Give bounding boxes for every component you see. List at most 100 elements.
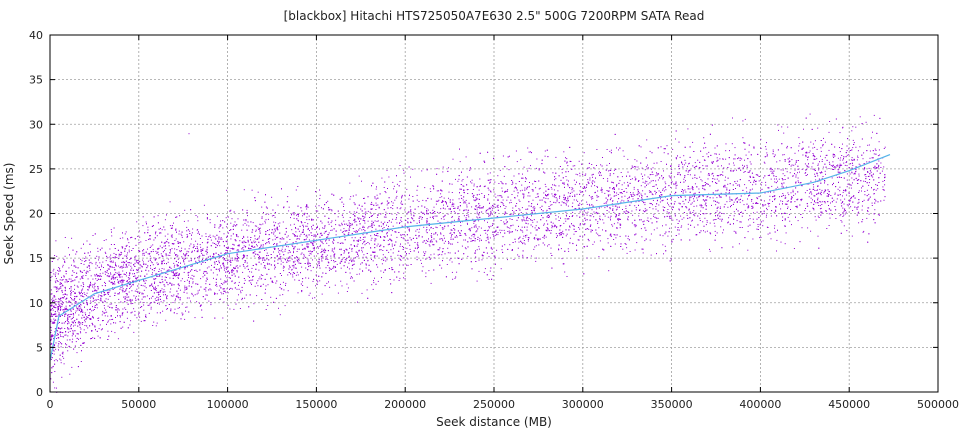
data-point	[672, 219, 674, 221]
data-point	[592, 243, 594, 245]
data-point	[693, 226, 695, 228]
data-point	[785, 203, 787, 205]
data-point	[527, 237, 529, 238]
data-point	[552, 222, 554, 224]
data-point	[497, 234, 499, 236]
data-point	[780, 200, 782, 202]
data-point	[543, 192, 545, 194]
data-point	[833, 199, 835, 201]
data-point	[613, 191, 615, 193]
data-point	[550, 230, 552, 231]
data-point	[247, 215, 248, 217]
data-point	[137, 268, 139, 270]
data-point	[454, 277, 456, 279]
data-point	[369, 211, 371, 213]
data-point	[510, 225, 512, 227]
data-point	[228, 259, 230, 261]
data-point	[543, 223, 545, 225]
data-point	[224, 253, 226, 255]
data-point	[426, 213, 428, 215]
data-point	[259, 276, 261, 278]
data-point	[233, 308, 235, 310]
data-point	[82, 288, 84, 290]
data-point	[245, 220, 247, 222]
data-point	[736, 169, 737, 171]
data-point	[476, 249, 478, 251]
data-point	[89, 318, 90, 320]
data-point	[176, 272, 178, 274]
data-point	[139, 261, 141, 262]
data-point	[744, 118, 746, 120]
data-point	[145, 287, 147, 289]
data-point	[848, 154, 850, 156]
data-point	[685, 180, 686, 182]
data-point	[820, 211, 822, 213]
data-point	[854, 173, 856, 175]
data-point	[297, 261, 299, 263]
data-point	[396, 236, 398, 238]
data-point	[765, 204, 767, 206]
data-point	[851, 235, 853, 237]
data-point	[126, 317, 128, 319]
data-point	[243, 235, 245, 237]
data-point	[433, 253, 435, 255]
data-point	[122, 237, 124, 239]
data-point	[269, 229, 270, 231]
data-point	[819, 201, 821, 202]
data-point	[828, 149, 830, 151]
data-point	[583, 188, 585, 189]
data-point	[283, 207, 285, 209]
data-point	[763, 161, 765, 163]
data-point	[104, 300, 106, 302]
data-point	[698, 188, 700, 190]
data-point	[119, 237, 121, 239]
data-point	[449, 252, 451, 254]
data-point	[90, 261, 92, 263]
data-point	[186, 297, 188, 299]
data-point	[844, 213, 846, 215]
data-point	[448, 241, 449, 243]
data-point	[94, 289, 96, 291]
data-point	[171, 283, 173, 285]
data-point	[301, 291, 303, 293]
data-point	[804, 163, 806, 165]
data-point	[134, 310, 136, 312]
data-point	[282, 294, 284, 296]
data-point	[729, 215, 731, 216]
data-point	[522, 243, 523, 245]
data-point	[229, 210, 231, 212]
data-point	[739, 167, 741, 169]
data-point	[321, 207, 322, 209]
data-point	[81, 300, 83, 302]
data-point	[258, 258, 260, 260]
data-point	[756, 174, 758, 176]
data-point	[874, 165, 876, 167]
data-point	[180, 233, 182, 235]
data-point	[80, 258, 82, 260]
data-point	[169, 201, 171, 203]
data-point	[677, 172, 679, 174]
data-point	[864, 181, 866, 182]
data-point	[729, 200, 731, 202]
data-point	[391, 201, 393, 203]
data-point	[717, 215, 718, 217]
data-point	[157, 248, 159, 250]
data-point	[652, 199, 654, 201]
data-point	[313, 244, 315, 246]
data-point	[382, 254, 384, 256]
data-point	[655, 180, 657, 182]
data-point	[197, 257, 198, 259]
data-point	[751, 188, 753, 190]
data-point	[194, 270, 196, 271]
data-point	[62, 301, 63, 303]
data-point	[143, 249, 145, 251]
data-point	[382, 224, 384, 226]
data-point	[212, 235, 214, 237]
data-point	[566, 162, 568, 164]
data-point	[579, 190, 581, 192]
data-point	[134, 262, 136, 264]
data-point	[483, 230, 485, 231]
data-point	[404, 224, 406, 226]
data-point	[442, 238, 444, 240]
data-point	[544, 155, 546, 157]
